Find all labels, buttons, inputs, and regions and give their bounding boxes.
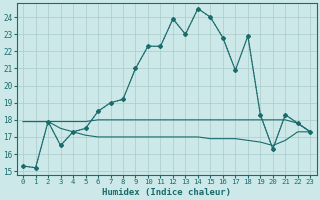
X-axis label: Humidex (Indice chaleur): Humidex (Indice chaleur) xyxy=(102,188,231,197)
